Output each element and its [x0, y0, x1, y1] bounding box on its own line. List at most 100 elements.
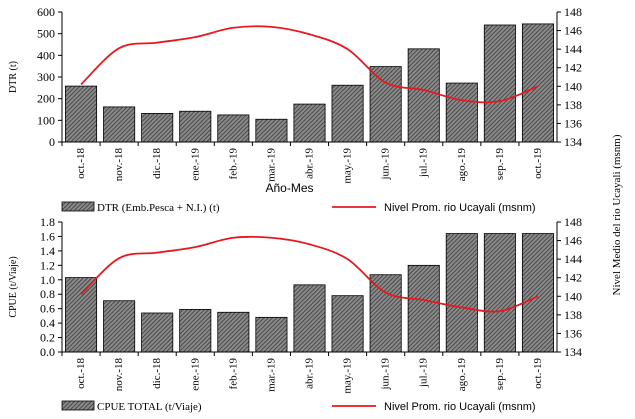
y-tick-label: 1.0: [40, 273, 55, 287]
bar: [521, 233, 554, 353]
x-tick-label: oct.-18: [75, 358, 87, 389]
y-tick-label: 600: [37, 5, 55, 19]
y2-tick-label: 148: [564, 215, 582, 229]
bar: [331, 295, 364, 353]
x-tick-label: ago.-19: [456, 358, 468, 392]
y-tick-label: 0: [49, 135, 55, 149]
y2-tick-label: 134: [564, 345, 582, 359]
y-tick-label: 200: [37, 92, 55, 106]
bar: [331, 84, 364, 143]
x-tick-label: ago.-19: [456, 148, 468, 182]
bar: [483, 233, 516, 353]
x-tick-label: oct.-18: [75, 148, 87, 179]
y-tick-label: 1.4: [40, 244, 55, 258]
x-tick-label: sep.-19: [494, 148, 506, 181]
bar: [65, 277, 98, 353]
x-tick-label: abr.-19: [304, 358, 316, 389]
river-level-line: [80, 25, 539, 104]
y-tick-label: 0.0: [40, 345, 55, 359]
x-tick-label: may.-19: [342, 358, 354, 394]
x-tick-label: jul.-19: [418, 148, 430, 179]
bar: [179, 110, 212, 143]
x-tick-label: may.-19: [342, 148, 354, 184]
x-axis-label: Año-Mes: [265, 181, 313, 195]
bar: [141, 312, 174, 353]
bar: [217, 311, 250, 353]
bar: [293, 103, 326, 143]
cpue-chart: 0.00.20.40.60.81.01.21.41.61.8 134 136 138 1…: [8, 215, 582, 413]
bar: [445, 233, 478, 353]
legend-bar-swatch: [61, 400, 95, 411]
legend-bar-swatch: [61, 201, 95, 212]
bar: [217, 114, 250, 143]
y-axis-label: CPUE (t/Viaje): [8, 256, 19, 317]
x-tick-label: dic.-18: [151, 358, 163, 389]
y2-tick-label: 146: [564, 234, 582, 248]
x-tick-label: oct.-19: [532, 358, 544, 389]
x-tick-label: nov.-18: [113, 358, 125, 392]
legend-bar-label: CPUE TOTAL (t/Viaje): [97, 401, 202, 413]
x-tick-label: feb.-19: [227, 358, 239, 390]
x-tick-label: sep.-19: [494, 358, 506, 391]
y-tick-label: 400: [37, 48, 55, 62]
x-tick-label: abr.-19: [304, 148, 316, 179]
bar: [369, 274, 402, 353]
bar: [141, 113, 174, 143]
river-level-line: [80, 235, 539, 313]
y2-tick-label: 144: [564, 252, 582, 266]
bar: [521, 23, 554, 143]
y2-tick-label: 138: [564, 308, 582, 322]
y2-tick-label: 136: [564, 326, 582, 340]
y-tick-label: 0.2: [40, 331, 55, 345]
x-tick-label: jun.-19: [380, 358, 392, 391]
bar: [255, 118, 288, 143]
x-tick-label: dic.-18: [151, 148, 163, 179]
right-axis-label: Nivel Medio del rio Ucayali (msnm): [611, 134, 623, 295]
bar: [407, 48, 440, 143]
y-tick-label: 1.2: [40, 258, 55, 272]
legend-line-label: Nivel Prom. rio Ucayali (msnm): [384, 401, 536, 413]
y2-tick-label: 140: [564, 289, 582, 303]
bar: [369, 66, 402, 143]
x-tick-label: mar.-19: [265, 358, 277, 392]
y-tick-label: 0.6: [40, 302, 55, 316]
x-tick-label: jul.-19: [418, 358, 430, 389]
bar: [179, 308, 212, 353]
y-tick-label: 0.4: [40, 316, 55, 330]
y2-tick-label: 136: [564, 116, 582, 130]
y-tick-label: 100: [37, 113, 55, 127]
y2-tick-label: 138: [564, 98, 582, 112]
y-tick-label: 1.6: [40, 229, 55, 243]
y2-tick-label: 142: [564, 271, 582, 285]
y-tick-label: 1.8: [40, 215, 55, 229]
y-tick-label: 500: [37, 27, 55, 41]
x-tick-label: ene.-19: [189, 358, 201, 391]
legend-bar-label: DTR (Emb.Pesca + N.I.) (t): [97, 202, 220, 214]
x-tick-label: ene.-19: [189, 148, 201, 181]
x-tick-label: mar.-19: [265, 148, 277, 182]
y2-tick-label: 140: [564, 79, 582, 93]
y-tick-label: 0.8: [40, 287, 55, 301]
bar: [445, 82, 478, 143]
x-tick-label: nov.-18: [113, 148, 125, 182]
y2-tick-label: 146: [564, 24, 582, 38]
bar: [407, 264, 440, 353]
bar: [293, 284, 326, 353]
x-tick-label: oct.-19: [532, 148, 544, 179]
bar: [103, 106, 136, 143]
bar: [483, 24, 516, 143]
y2-tick-label: 134: [564, 135, 582, 149]
bar: [65, 85, 98, 143]
bar: [103, 300, 136, 353]
y-tick-label: 300: [37, 70, 55, 84]
y2-tick-label: 142: [564, 61, 582, 75]
y2-tick-label: 148: [564, 5, 582, 19]
x-tick-label: feb.-19: [227, 148, 239, 180]
y2-tick-label: 144: [564, 42, 582, 56]
bar: [255, 316, 288, 353]
legend-line-label: Nivel Prom. rio Ucayali (msnm): [384, 202, 536, 214]
y-axis-label: DTR (t): [8, 61, 19, 93]
dtr-chart: 0 100 200 300 400 500 600 134 136 138 140 142 144 146…: [8, 5, 582, 214]
x-tick-label: jun.-19: [380, 148, 392, 181]
